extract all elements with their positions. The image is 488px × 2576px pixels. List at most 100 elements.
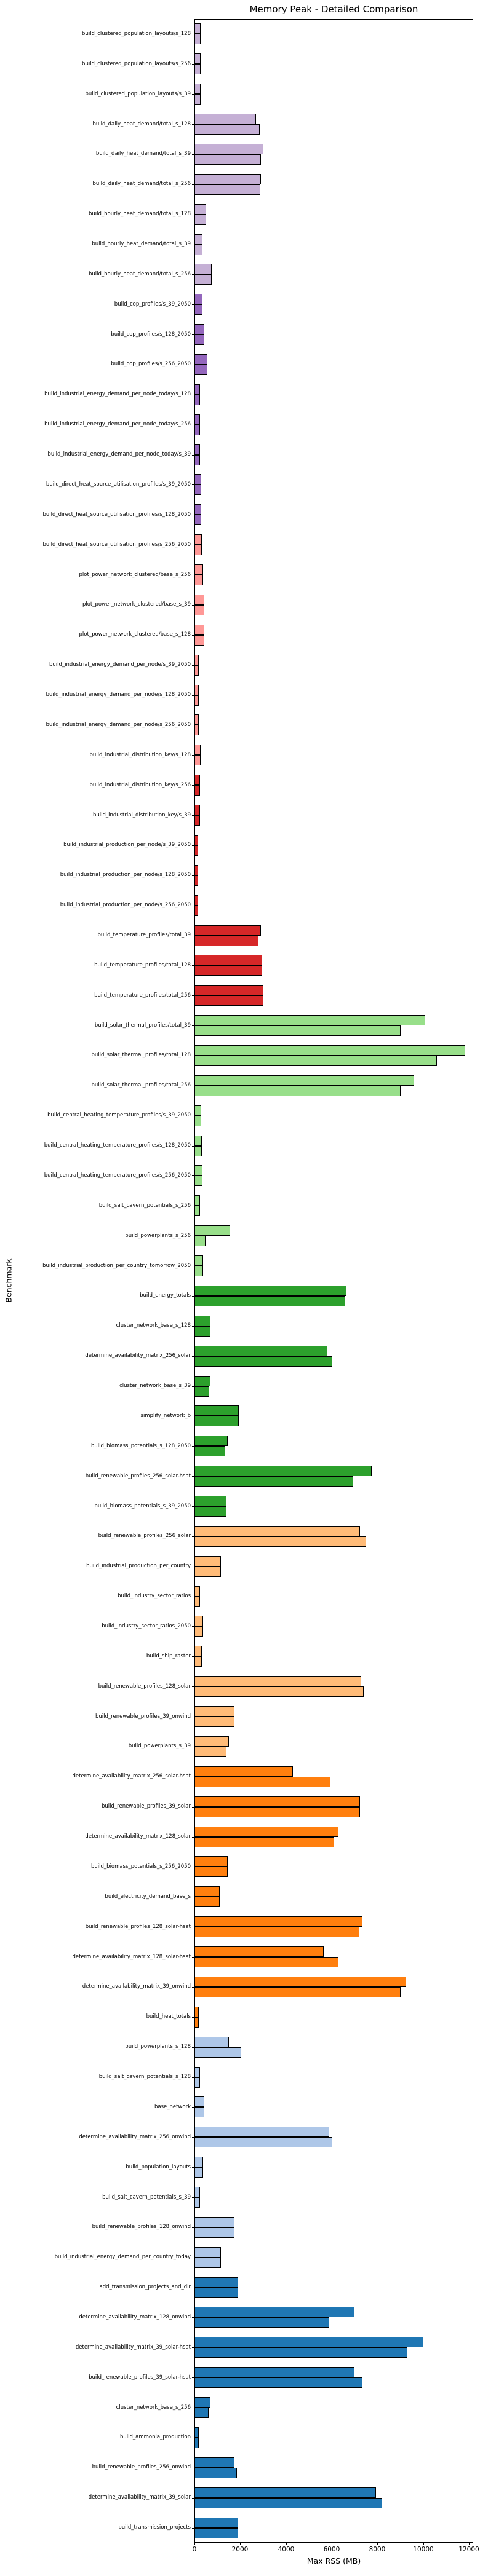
bar [194,695,199,706]
bar [194,2258,221,2268]
bar [194,324,204,334]
bar [194,955,262,965]
bar [194,2307,354,2317]
bar [194,114,256,124]
bar [194,1116,201,1126]
y-axis-label: Benchmark [4,1258,14,1303]
bar [194,895,198,906]
bar [194,1526,360,1536]
bar [194,1536,366,1547]
row-label: build_industrial_energy_demand_per_node_… [44,391,191,398]
bar [194,2187,200,2197]
y-tick [192,94,194,95]
row-label: build_transmission_projects [118,2524,191,2531]
y-tick [192,1807,194,1808]
bar [194,2468,237,2478]
y-tick [192,1025,194,1026]
row-label: build_direct_heat_source_utilisation_pro… [46,481,191,488]
y-tick [192,274,194,275]
bar [194,2498,382,2508]
bar [194,1296,345,1306]
bar [194,2457,234,2468]
y-tick [192,1146,194,1147]
x-tick [377,2543,378,2545]
bar [194,1807,360,1817]
y-tick [192,965,194,966]
y-tick [192,2047,194,2048]
bar [194,2247,221,2258]
bar [194,1056,437,1066]
bar [194,2157,203,2167]
bar [194,1927,359,1937]
bar [194,384,200,395]
bar [194,635,204,646]
bar [194,395,200,405]
row-label: determine_availability_matrix_128_onwind [79,2313,191,2320]
row-label: build_renewable_profiles_128_solar [98,1683,191,1689]
bar [194,2197,200,2208]
row-label: build_salt_cavern_potentials_s_39 [102,2194,191,2200]
y-tick [192,2077,194,2078]
row-label: build_industrial_distribution_key/s_39 [92,812,191,818]
bar [194,124,260,135]
bar [194,184,260,195]
row-label: build_biomass_potentials_s_128_2050 [91,1442,191,1449]
row-label: build_industrial_energy_demand_per_node_… [47,451,191,458]
bar [194,595,204,605]
row-label: build_renewable_profiles_256_solar-hsat [85,1472,191,1479]
row-label: build_population_layouts [126,2163,191,2170]
y-tick [192,64,194,65]
bar [194,1676,361,1686]
bar [194,2217,234,2227]
bar [194,1075,414,1086]
bar [194,1236,206,1246]
y-tick [192,785,194,786]
row-label: build_daily_heat_demand/total_s_128 [92,121,191,127]
bar [194,875,198,886]
bar [194,515,201,525]
y-tick [192,1326,194,1327]
bar [194,2127,329,2137]
row-label: build_industry_sector_ratios [118,1593,191,1600]
row-label: build_temperature_profiles/total_256 [94,992,191,998]
row-label: build_biomass_potentials_s_256_2050 [91,1863,191,1870]
row-label: build_renewable_profiles_39_solar-hsat [89,2374,191,2380]
bar [194,1766,293,1777]
row-label: build_salt_cavern_potentials_s_256 [98,1202,191,1209]
row-label: build_hourly_heat_demand/total_s_128 [88,211,191,218]
bar [194,1597,200,1607]
bar [194,2067,200,2077]
bar [194,34,201,44]
bar [194,455,200,465]
bar [194,294,202,304]
bar [194,444,200,455]
row-label: build_cop_profiles/s_39_2050 [114,301,191,307]
y-tick [192,1476,194,1477]
bar [194,1897,220,1907]
bar [194,1977,406,1987]
row-label: determine_availability_matrix_39_onwind [82,1983,191,1990]
bar [194,2077,200,2088]
y-tick [192,124,194,125]
bar [194,504,201,515]
bar [194,755,201,765]
bar [194,1225,230,1236]
row-label: build_industrial_distribution_key/s_128 [89,751,191,758]
row-label: build_powerplants_s_128 [125,2044,191,2050]
bar [194,2408,209,2418]
row-label: build_temperature_profiles/total_128 [94,962,191,968]
y-tick [192,2107,194,2108]
bar [194,575,203,585]
bar [194,714,199,725]
x-tick-label: 6000 [323,2546,340,2553]
bar [194,154,261,165]
bar [194,245,202,255]
row-label: build_daily_heat_demand/total_s_256 [92,181,191,188]
row-label: build_solar_thermal_profiles/total_128 [91,1052,191,1059]
y-tick [192,2317,194,2318]
row-label: build_ammonia_production [120,2434,191,2441]
bar [194,1286,346,1296]
bar [194,425,200,435]
bar [194,204,206,215]
row-label: build_industrial_energy_demand_per_node/… [46,721,191,728]
